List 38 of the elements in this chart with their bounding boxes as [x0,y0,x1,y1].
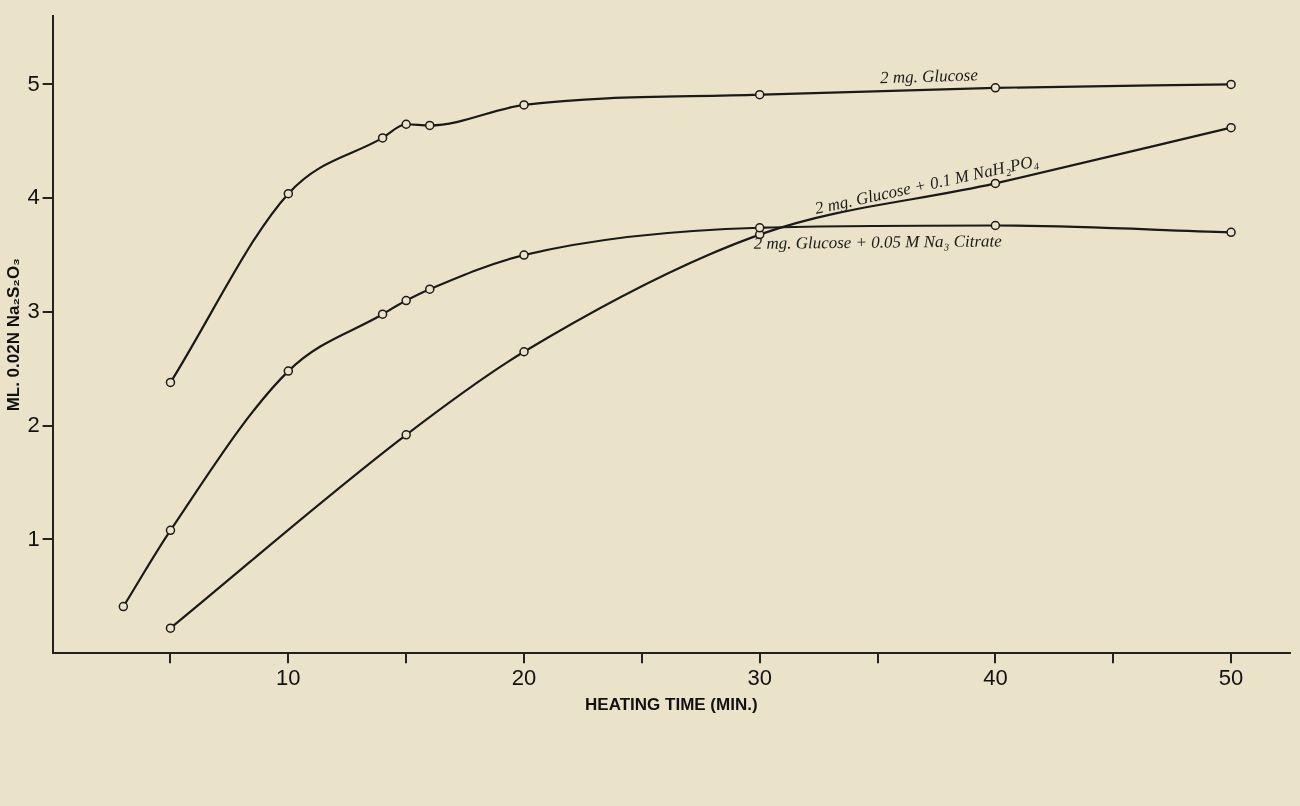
point [165,623,176,633]
point [377,309,388,319]
point [1226,122,1236,133]
point [424,284,435,294]
point [165,525,176,536]
point [519,347,529,357]
y-tick-label: 5 [27,70,40,96]
y-axis-title: ML. 0.02N Na₂S₂O₃ [3,258,23,412]
point [519,100,529,110]
point [401,295,411,306]
point [424,120,435,131]
point [165,377,176,388]
y-tick-label: 1 [27,525,40,551]
point [990,220,1001,231]
point [401,430,411,440]
x-tick-label: 50 [1218,665,1244,691]
text: 2 mg. Glucose + 0.1 M NaH₂PO₄ [813,151,1041,219]
point [519,250,529,260]
x-axis-title: HEATING TIME (MIN.) [585,695,758,715]
point [754,223,765,233]
point [1226,79,1236,90]
point [754,89,765,100]
point [283,188,294,199]
y-tick-label: 2 [27,411,40,437]
y-tick-label: 3 [27,298,40,324]
x-tick-label: 40 [983,665,1008,691]
point [118,601,129,612]
point [990,83,1001,93]
x-tick-label: 30 [747,665,772,691]
y-tick-label: 4 [27,184,40,210]
point [283,366,294,376]
point [377,133,388,143]
x-tick-label: 20 [511,665,537,691]
x-tick-label: 10 [276,665,301,691]
series-label: 2 mg. Glucose + 0.05 M Na₃ Citrate [753,231,1003,253]
point [1226,227,1236,238]
series-label: 2 mg. Glucose [879,65,979,88]
point [401,119,411,130]
